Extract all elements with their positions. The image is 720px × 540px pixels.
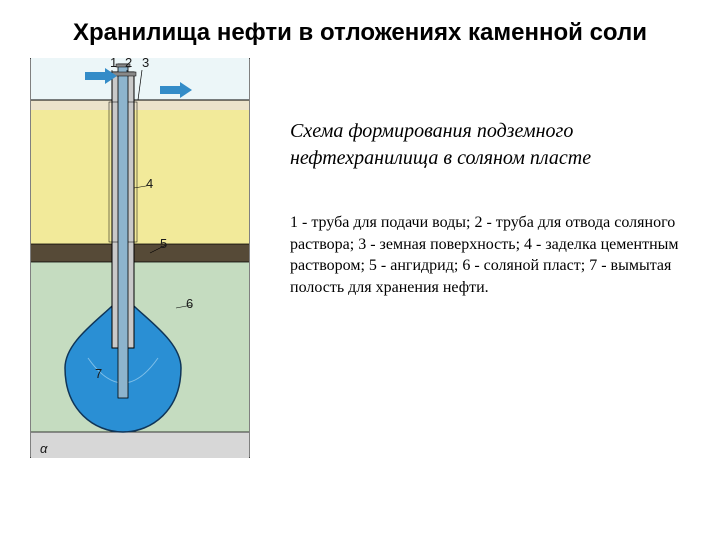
svg-text:7: 7 bbox=[95, 366, 102, 381]
content-row: 123 4 5 6 7 α Схема формирования подземного н… bbox=[0, 48, 720, 458]
svg-text:α: α bbox=[40, 441, 48, 456]
svg-text:4: 4 bbox=[146, 176, 153, 191]
page-title: Хранилища нефти в отложениях каменной со… bbox=[0, 0, 720, 48]
svg-text:2: 2 bbox=[125, 58, 132, 70]
text-column: Схема формирования подземного нефтехрани… bbox=[260, 58, 690, 458]
subtitle: Схема формирования подземного нефтехрани… bbox=[290, 118, 690, 172]
diagram-svg: 123 4 5 6 7 α bbox=[30, 58, 250, 458]
svg-text:6: 6 bbox=[186, 296, 193, 311]
svg-text:1: 1 bbox=[110, 58, 117, 70]
diagram-column: 123 4 5 6 7 α bbox=[30, 58, 260, 458]
svg-text:5: 5 bbox=[160, 236, 167, 251]
svg-text:3: 3 bbox=[142, 58, 149, 70]
legend-text: 1 - труба для подачи воды; 2 - труба для… bbox=[290, 212, 690, 298]
